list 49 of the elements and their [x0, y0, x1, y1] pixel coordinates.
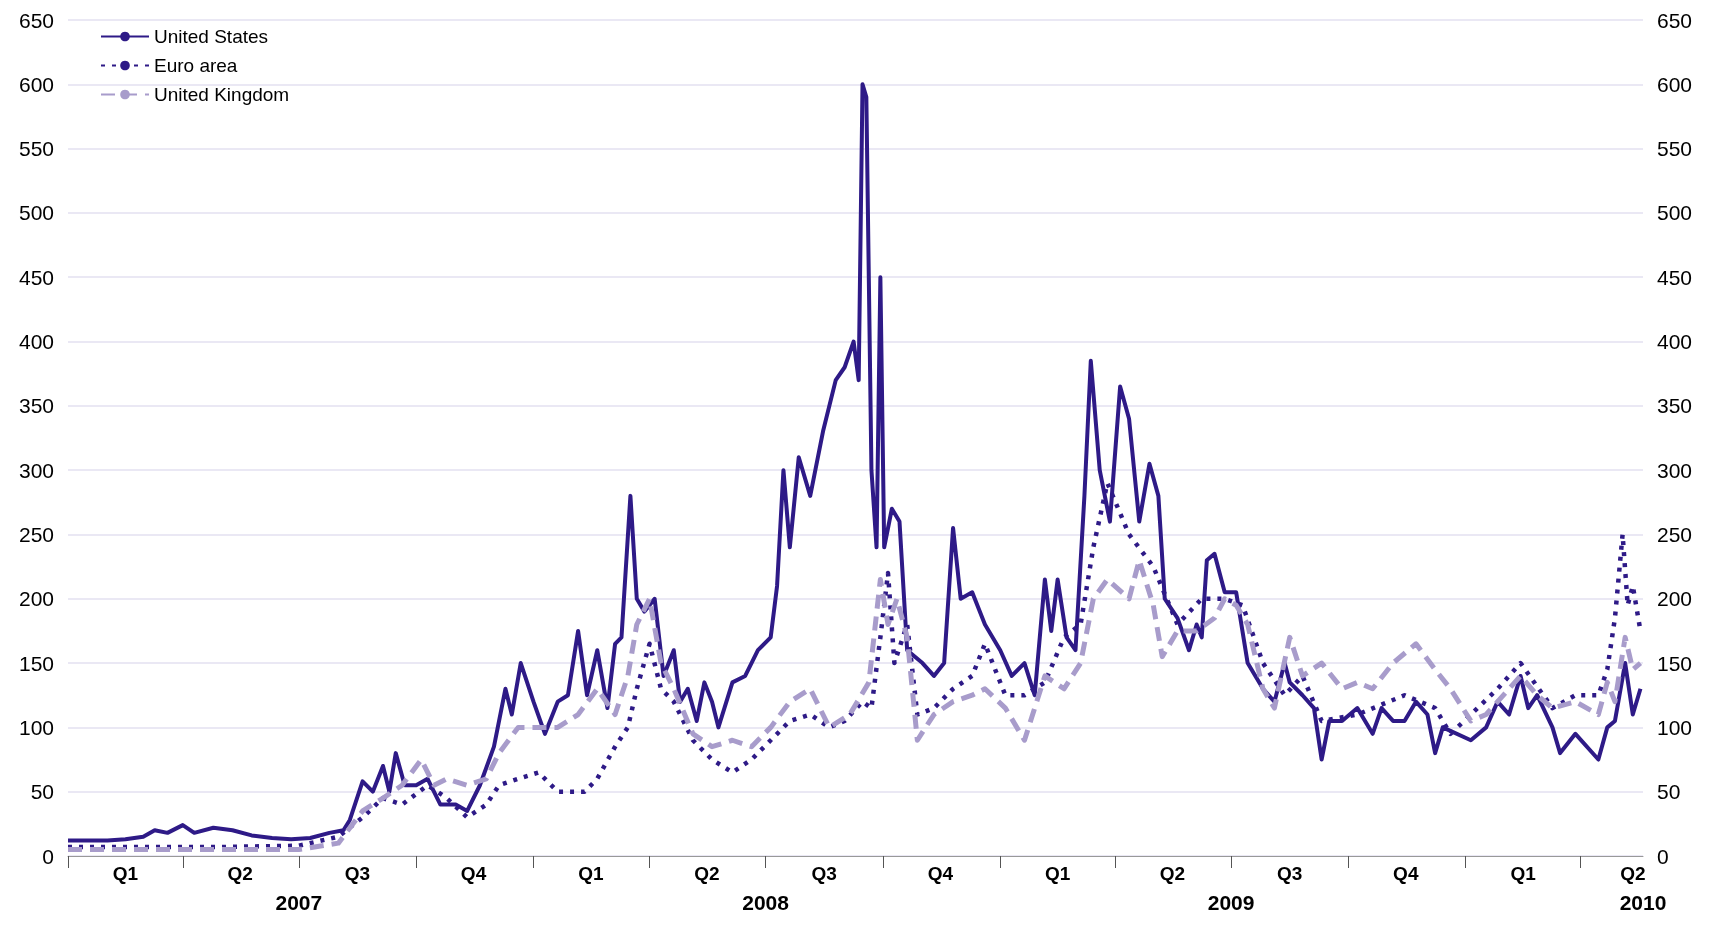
- x2-tick-label: 2008: [742, 891, 790, 914]
- y2-tick-label: 450: [1657, 265, 1693, 289]
- y2-tick-label: 100: [1657, 715, 1693, 739]
- y-tick-label: 500: [18, 201, 54, 225]
- x-tick-label: Q4: [927, 863, 954, 884]
- x-tick-label: Q4: [460, 863, 487, 884]
- legend-label: United Kingdom: [154, 84, 290, 105]
- y2-tick-label: 50: [1657, 780, 1681, 804]
- x-tick-label: Q3: [811, 863, 837, 884]
- y-tick-label: 200: [18, 587, 54, 611]
- y2-tick-label: 650: [1657, 8, 1693, 32]
- y2-tick-label: 300: [1657, 458, 1693, 482]
- y-tick-label: 400: [18, 330, 54, 354]
- y2-tick-label: 350: [1657, 394, 1693, 418]
- x-tick-label: Q2: [1159, 863, 1186, 884]
- y2-tick-label: 400: [1657, 330, 1693, 354]
- x-tick-label: Q2: [227, 863, 253, 884]
- x-tick-label: Q3: [1277, 863, 1303, 884]
- x-tick-label: Q2: [1620, 863, 1646, 884]
- x-tick-label: Q1: [1510, 863, 1537, 884]
- legend-label: United States: [154, 26, 269, 47]
- y2-tick-label: 500: [1657, 201, 1693, 225]
- y2-tick-label: 600: [1657, 72, 1693, 96]
- y-tick-label: 550: [18, 137, 54, 161]
- y-tick-label: 50: [30, 780, 54, 804]
- y-tick-label: 0: [42, 844, 54, 868]
- y-tick-label: 600: [18, 72, 54, 96]
- y2-tick-label: 150: [1657, 651, 1693, 675]
- y2-tick-label: 550: [1657, 137, 1693, 161]
- x2-tick-label: 2009: [1207, 891, 1255, 914]
- y-tick-label: 100: [18, 715, 54, 739]
- y2-tick-label: 250: [1657, 522, 1693, 546]
- x-tick-label: Q1: [578, 863, 604, 884]
- x-tick-label: Q1: [1044, 863, 1071, 884]
- x2-tick-label: 2010: [1619, 891, 1667, 914]
- legend-label: Euro area: [154, 55, 238, 76]
- y2-tick-label: 0: [1657, 844, 1669, 868]
- x2-tick-label: 2007: [275, 891, 323, 914]
- x-tick-label: Q3: [344, 863, 371, 884]
- y-tick-label: 350: [18, 394, 54, 418]
- y-tick-label: 450: [18, 265, 54, 289]
- y-tick-label: 650: [18, 8, 54, 32]
- y2-tick-label: 200: [1657, 587, 1693, 611]
- x-tick-label: Q2: [694, 863, 720, 884]
- y-tick-label: 150: [18, 651, 54, 675]
- y-tick-label: 300: [18, 458, 54, 482]
- x-tick-label: Q1: [112, 863, 139, 884]
- x-tick-label: Q4: [1393, 863, 1419, 884]
- y-tick-label: 250: [18, 522, 54, 546]
